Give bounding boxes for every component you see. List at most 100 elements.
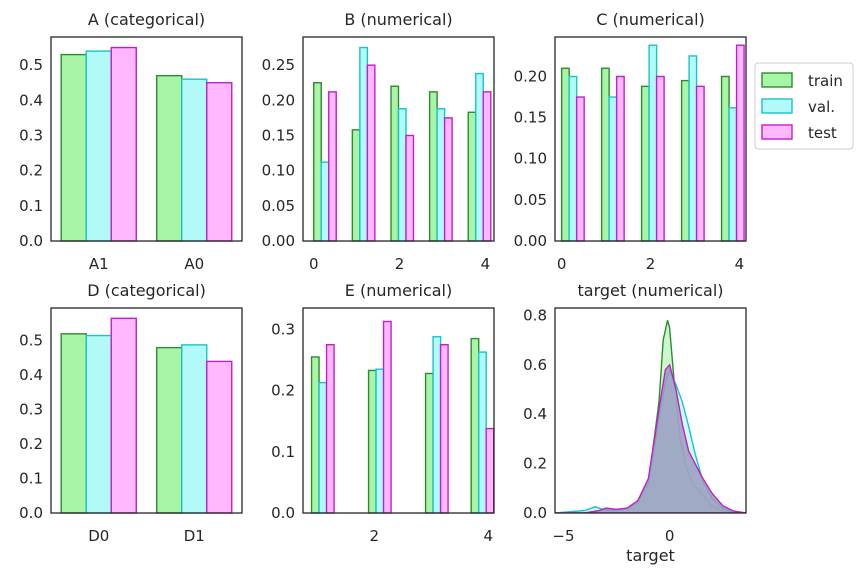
bar-train-D0 [60,333,87,514]
bar-val-0 [568,75,578,242]
panel-title: D (categorical) [87,281,206,300]
bar-train-D1 [156,346,183,514]
bar-test-D1 [206,360,233,514]
bar-val-3 [436,108,446,242]
bar-train-3 [428,91,438,242]
bar-train-1 [600,67,610,242]
bar-test-2 [405,134,415,242]
y-tick-label: 0.3 [19,401,43,419]
bar-train-2 [390,85,400,242]
panel-title: E (numerical) [345,281,452,300]
x-tick-label: 0 [665,527,675,545]
bar-train-4 [720,75,730,242]
legend-swatch [761,72,793,88]
x-tick-label: D0 [88,527,109,545]
axes-frame [554,307,747,514]
y-tick-label: 0.0 [271,504,295,522]
bar-train-A1 [60,53,87,242]
axes-frame [302,36,495,242]
axes-frame [302,307,495,514]
legend-label: val. [808,98,835,116]
y-tick-label: 0.2 [19,162,43,180]
bar-test-1 [382,320,392,514]
panel-4: D0 D1 0.0 0.1 0.2 0.3 0.4 0.5 D (categorical) [19,281,243,545]
y-tick-label: 0.1 [271,443,295,461]
y-tick-label: 0.8 [523,306,547,324]
y-tick-label: 0.15 [514,109,547,127]
x-tick-label: 0 [557,255,567,273]
panel-title: B (numerical) [344,10,452,29]
bar-val-2 [432,336,442,514]
x-tick-label: 4 [735,255,745,273]
x-tick-label: A1 [89,255,109,273]
y-tick-label: 0.4 [19,91,43,109]
x-tick-label: 4 [481,255,491,273]
x-axis-label: target [626,546,675,565]
bar-test-A1 [110,46,137,242]
bar-test-0 [325,344,335,514]
y-tick-label: 0.6 [523,356,547,374]
y-tick-label: 0.25 [262,56,295,74]
bar-train-0 [310,356,320,514]
y-tick-label: 0.1 [19,470,43,488]
bar-test-2 [439,344,449,514]
x-tick-label: −5 [552,527,574,545]
bar-test-3 [443,117,453,242]
bar-train-2 [640,85,650,242]
kde-test [555,363,746,513]
bar-test-1 [366,64,376,242]
bar-train-1 [351,129,361,242]
y-tick-label: 0.3 [271,320,295,338]
bar-val-1 [359,46,369,242]
legend: train val. test [754,62,854,150]
bar-val-2 [648,44,658,242]
bar-val-4 [475,72,484,242]
bar-val-A1 [85,50,112,242]
y-tick-label: 0.3 [19,126,43,144]
legend-label: train [808,72,843,90]
x-tick-label: D1 [184,527,205,545]
y-tick-label: 0.20 [262,91,295,109]
y-tick-label: 0.1 [19,197,43,215]
bar-val-3 [477,351,487,514]
bar-val-D1 [181,344,208,514]
bar-train-3 [680,79,690,242]
bar-train-2 [424,372,434,514]
bar-val-A0 [181,78,208,242]
y-tick-label: 0.5 [19,332,43,350]
legend-label: test [808,124,837,142]
y-tick-label: 0.2 [523,455,547,473]
y-tick-label: 0.15 [262,126,295,144]
panel-title: A (categorical) [88,10,205,29]
bar-val-4 [728,107,738,242]
bar-test-1 [615,75,625,242]
bar-test-3 [695,85,705,242]
bar-val-1 [608,96,618,242]
bar-test-2 [655,75,665,242]
bar-test-4 [482,91,492,242]
y-tick-label: 0.00 [514,232,547,250]
y-tick-label: 0.5 [19,56,43,74]
x-tick-label: 2 [395,255,405,273]
y-tick-label: 0.4 [19,366,43,384]
panel-1: A1 A0 0.0 0.1 0.2 0.3 0.4 0.5 A (categorical) [19,10,243,273]
bar-val-1 [375,368,385,514]
axes-frame [50,307,243,514]
y-tick-label: 0.05 [514,191,547,209]
y-tick-label: 0.4 [523,405,547,423]
y-tick-label: 0.0 [19,504,43,522]
y-tick-label: 0.2 [271,382,295,400]
y-tick-label: 0.10 [514,150,547,168]
x-tick-label: 4 [484,527,494,545]
bar-train-0 [313,82,322,242]
legend-swatch [761,98,793,114]
bar-test-A0 [206,82,233,242]
legend-swatch [761,124,793,140]
bar-train-4 [467,111,477,242]
panel-2: 0 2 4 0.00 0.05 0.10 0.15 0.20 0.25 B (numerical) [262,10,495,273]
bar-test-4 [735,44,745,242]
bar-train-0 [560,67,570,242]
bar-test-0 [328,91,337,242]
